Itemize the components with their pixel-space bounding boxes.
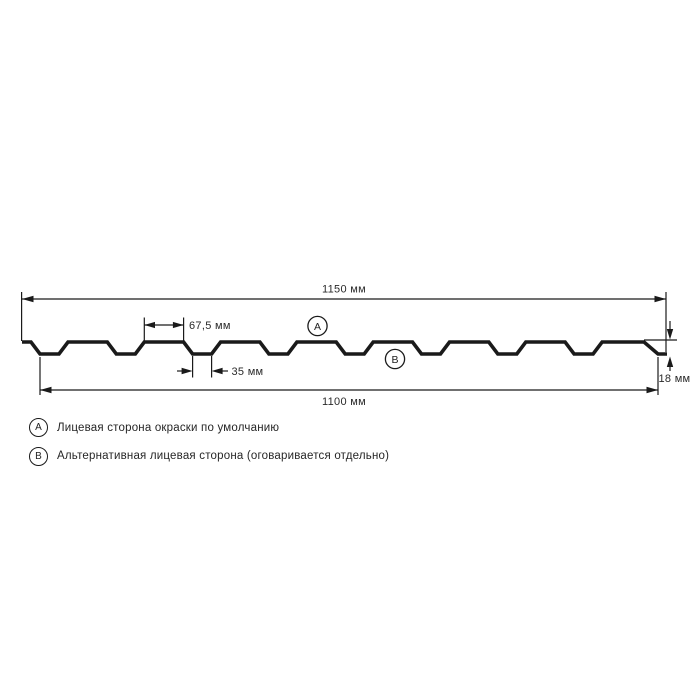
legend-marker-b-circle: B: [29, 446, 48, 466]
marker-b-letter: B: [391, 354, 398, 366]
legend-text-a: Лицевая сторона окраски по умолчанию: [57, 421, 280, 434]
dim-valley-width-label: 35 мм: [232, 366, 264, 378]
marker-a-badge: A: [307, 315, 328, 337]
arrow-right-icon: [172, 321, 184, 329]
legend-item-a: A Лицевая сторона окраски по умолчанию: [29, 418, 389, 437]
dim-profile-height: 18 мм: [644, 321, 690, 385]
arrow-left-icon: [40, 386, 52, 394]
arrow-left-icon: [144, 321, 155, 329]
legend-marker-b-letter: B: [35, 450, 42, 462]
arrow-down-icon: [666, 329, 674, 340]
arrow-left-icon: [22, 295, 34, 303]
marker-a-letter: A: [314, 321, 321, 333]
marker-a-circle: [307, 315, 328, 337]
sheet-profile-outline: [22, 340, 667, 356]
marker-b-badge: B: [384, 348, 406, 370]
arrow-right-icon: [654, 295, 666, 303]
dim-working-width-label: 1100 мм: [322, 396, 366, 408]
dim-crest-width: 67,5 мм: [143, 317, 231, 343]
legend-item-b: B Альтернативная лицевая сторона (оговар…: [29, 446, 390, 466]
legend-text-b: Альтернативная лицевая сторона (оговарив…: [57, 450, 390, 462]
dim-crest-width-label: 67,5 мм: [189, 320, 231, 332]
arrow-up-icon: [666, 356, 674, 367]
arrow-right-icon: [646, 386, 658, 394]
legend-marker-a-letter: A: [35, 422, 42, 433]
legend-marker-a-circle: A: [29, 418, 48, 437]
arrow-right-icon: [181, 367, 193, 375]
dim-working-width: 1100 мм: [39, 357, 659, 408]
dim-total-width-label: 1150 мм: [322, 284, 366, 296]
marker-b-circle: [384, 348, 406, 370]
arrow-left-icon: [211, 367, 223, 375]
legend: A Лицевая сторона окраски по умолчанию B…: [29, 418, 389, 475]
dim-profile-height-label: 18 мм: [659, 373, 691, 385]
dim-valley-width: 35 мм: [177, 356, 263, 378]
dim-total-width: 1150 мм: [21, 284, 667, 352]
